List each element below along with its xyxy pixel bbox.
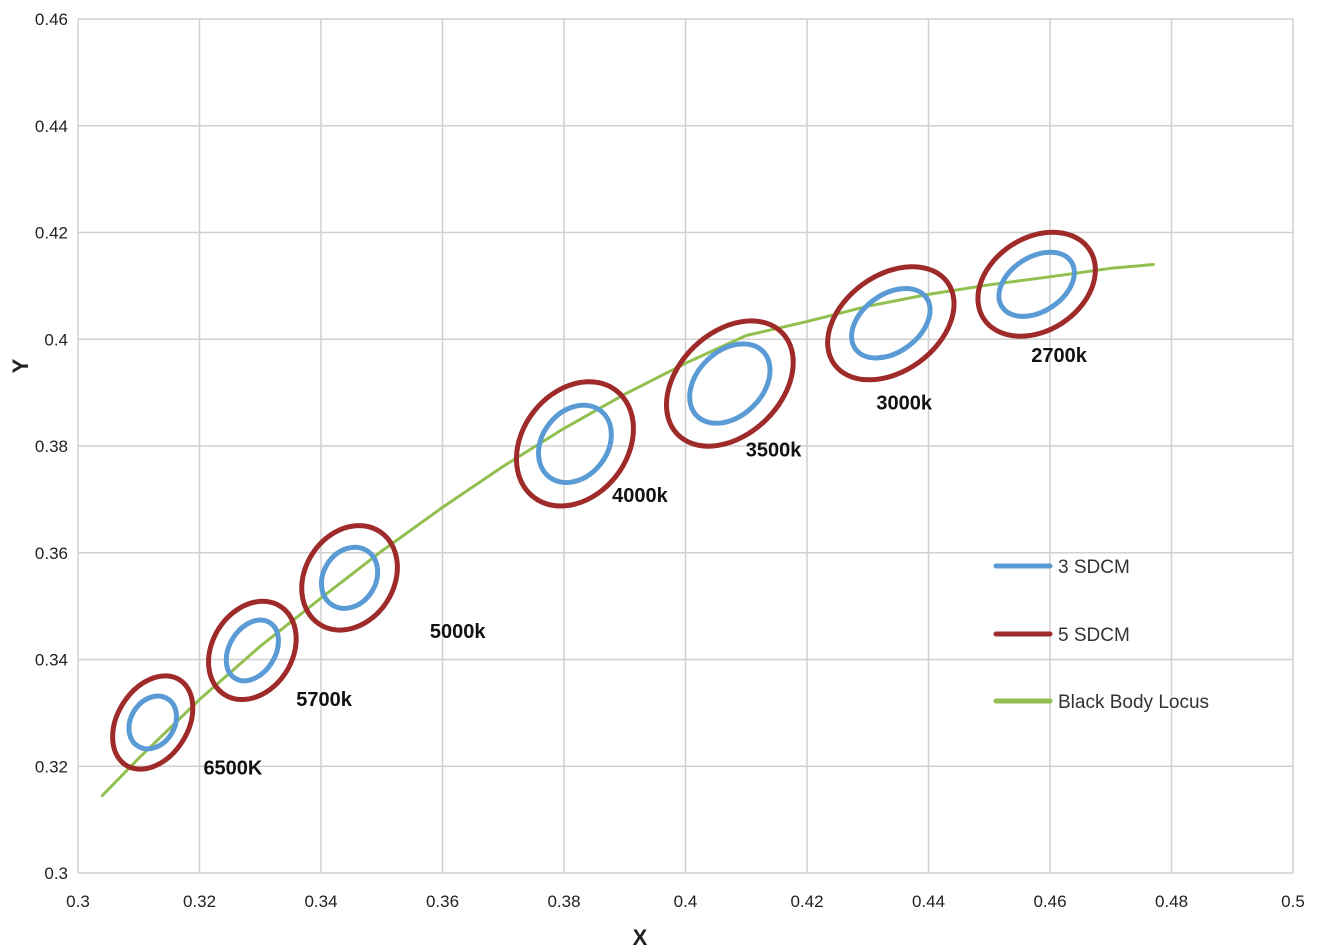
black-body-locus-layer <box>100 263 1155 798</box>
cct-label-2700k: 2700k <box>1031 345 1087 367</box>
legend: 3 SDCM 5 SDCM Black Body Locus <box>993 557 1209 713</box>
sdcm-ellipses-layer <box>110 229 1098 772</box>
x-axis-ticks: 0.3 0.32 0.34 0.36 0.38 0.4 0.42 0.44 0.46 0.48 0.… <box>66 892 1305 911</box>
cct-label-6500k: 6500K <box>203 757 262 779</box>
y-tick-label: 0.42 <box>35 224 68 243</box>
ellipse-5sdcm-2700k <box>975 229 1098 339</box>
y-tick-label: 0.44 <box>35 117 68 136</box>
y-tick-label: 0.4 <box>44 330 68 349</box>
cct-label-3500k: 3500k <box>746 440 802 462</box>
cct-label-5700k: 5700k <box>296 689 352 711</box>
y-tick-label: 0.3 <box>44 864 68 883</box>
ellipse-3sdcm-4000k <box>536 402 614 486</box>
x-tick-label: 0.34 <box>304 892 337 911</box>
ellipse-3sdcm-5700k <box>223 617 281 684</box>
y-tick-label: 0.36 <box>35 544 68 563</box>
cct-labels-layer: 6500K 5700k 5000k 4000k 3500k 3000k 2700k <box>203 345 1087 779</box>
x-tick-label: 0.42 <box>790 892 823 911</box>
x-tick-label: 0.32 <box>183 892 216 911</box>
y-tick-label: 0.34 <box>35 651 68 670</box>
ellipse-5sdcm-5000k <box>299 523 400 633</box>
ellipse-3sdcm-3000k <box>849 286 933 361</box>
y-tick-label: 0.38 <box>35 437 68 456</box>
y-axis-title: Y <box>8 358 33 373</box>
legend-label-black-body-locus: Black Body Locus <box>1058 692 1209 713</box>
legend-label-3-sdcm: 3 SDCM <box>1058 557 1130 578</box>
x-tick-label: 0.5 <box>1281 892 1305 911</box>
ellipse-5sdcm-6500k <box>110 673 196 772</box>
x-tick-label: 0.3 <box>66 892 90 911</box>
cct-label-5000k: 5000k <box>430 621 486 643</box>
ellipse-3sdcm-2700k <box>996 249 1077 319</box>
y-axis-ticks: 0.3 0.32 0.34 0.36 0.38 0.4 0.42 0.44 0.46 <box>35 10 68 883</box>
ellipse-5sdcm-5700k <box>206 598 299 703</box>
x-tick-label: 0.44 <box>912 892 945 911</box>
ellipse-3sdcm-3500k <box>687 341 773 426</box>
ellipse-3sdcm-6500k <box>126 693 179 752</box>
ellipse-5sdcm-4000k <box>513 379 636 509</box>
y-tick-label: 0.32 <box>35 757 68 776</box>
grid-lines <box>77 18 1294 874</box>
cct-label-4000k: 4000k <box>612 485 668 507</box>
ellipse-5sdcm-3000k <box>825 264 957 383</box>
cct-label-3000k: 3000k <box>876 393 932 415</box>
x-tick-label: 0.46 <box>1033 892 1066 911</box>
y-tick-label: 0.46 <box>35 10 68 29</box>
ellipse-5sdcm-3500k <box>663 318 796 449</box>
x-tick-label: 0.36 <box>426 892 459 911</box>
black-body-locus-line <box>100 263 1155 798</box>
x-tick-label: 0.38 <box>547 892 580 911</box>
legend-label-5-sdcm: 5 SDCM <box>1058 625 1130 646</box>
ellipse-3sdcm-5000k <box>318 544 381 611</box>
x-tick-label: 0.48 <box>1155 892 1188 911</box>
x-tick-label: 0.4 <box>674 892 698 911</box>
x-axis-title: X <box>633 925 648 950</box>
